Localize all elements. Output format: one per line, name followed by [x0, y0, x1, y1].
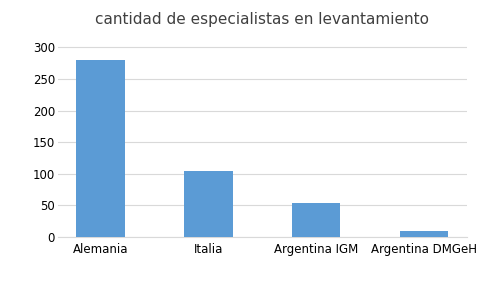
Bar — [399, 231, 447, 237]
Bar — [76, 60, 124, 237]
Title: cantidad de especialistas en levantamiento: cantidad de especialistas en levantamien… — [95, 12, 428, 27]
Bar — [291, 203, 339, 237]
Bar — [184, 171, 232, 237]
